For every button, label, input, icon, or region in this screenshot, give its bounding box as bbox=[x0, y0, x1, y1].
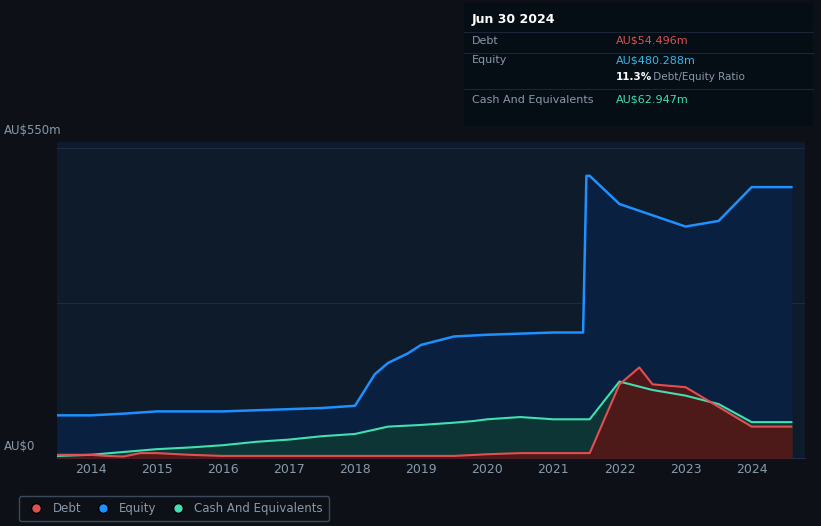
Legend: Debt, Equity, Cash And Equivalents: Debt, Equity, Cash And Equivalents bbox=[19, 497, 329, 521]
Text: AU$480.288m: AU$480.288m bbox=[616, 55, 695, 65]
Text: AU$550m: AU$550m bbox=[4, 124, 62, 137]
Text: Debt: Debt bbox=[472, 36, 499, 46]
Text: Debt/Equity Ratio: Debt/Equity Ratio bbox=[650, 73, 745, 83]
Text: Jun 30 2024: Jun 30 2024 bbox=[472, 13, 556, 26]
Text: Equity: Equity bbox=[472, 55, 507, 65]
Text: Cash And Equivalents: Cash And Equivalents bbox=[472, 95, 594, 105]
Text: AU$54.496m: AU$54.496m bbox=[616, 36, 688, 46]
Text: AU$62.947m: AU$62.947m bbox=[616, 95, 689, 105]
Text: 11.3%: 11.3% bbox=[616, 73, 652, 83]
Text: AU$0: AU$0 bbox=[4, 440, 35, 453]
